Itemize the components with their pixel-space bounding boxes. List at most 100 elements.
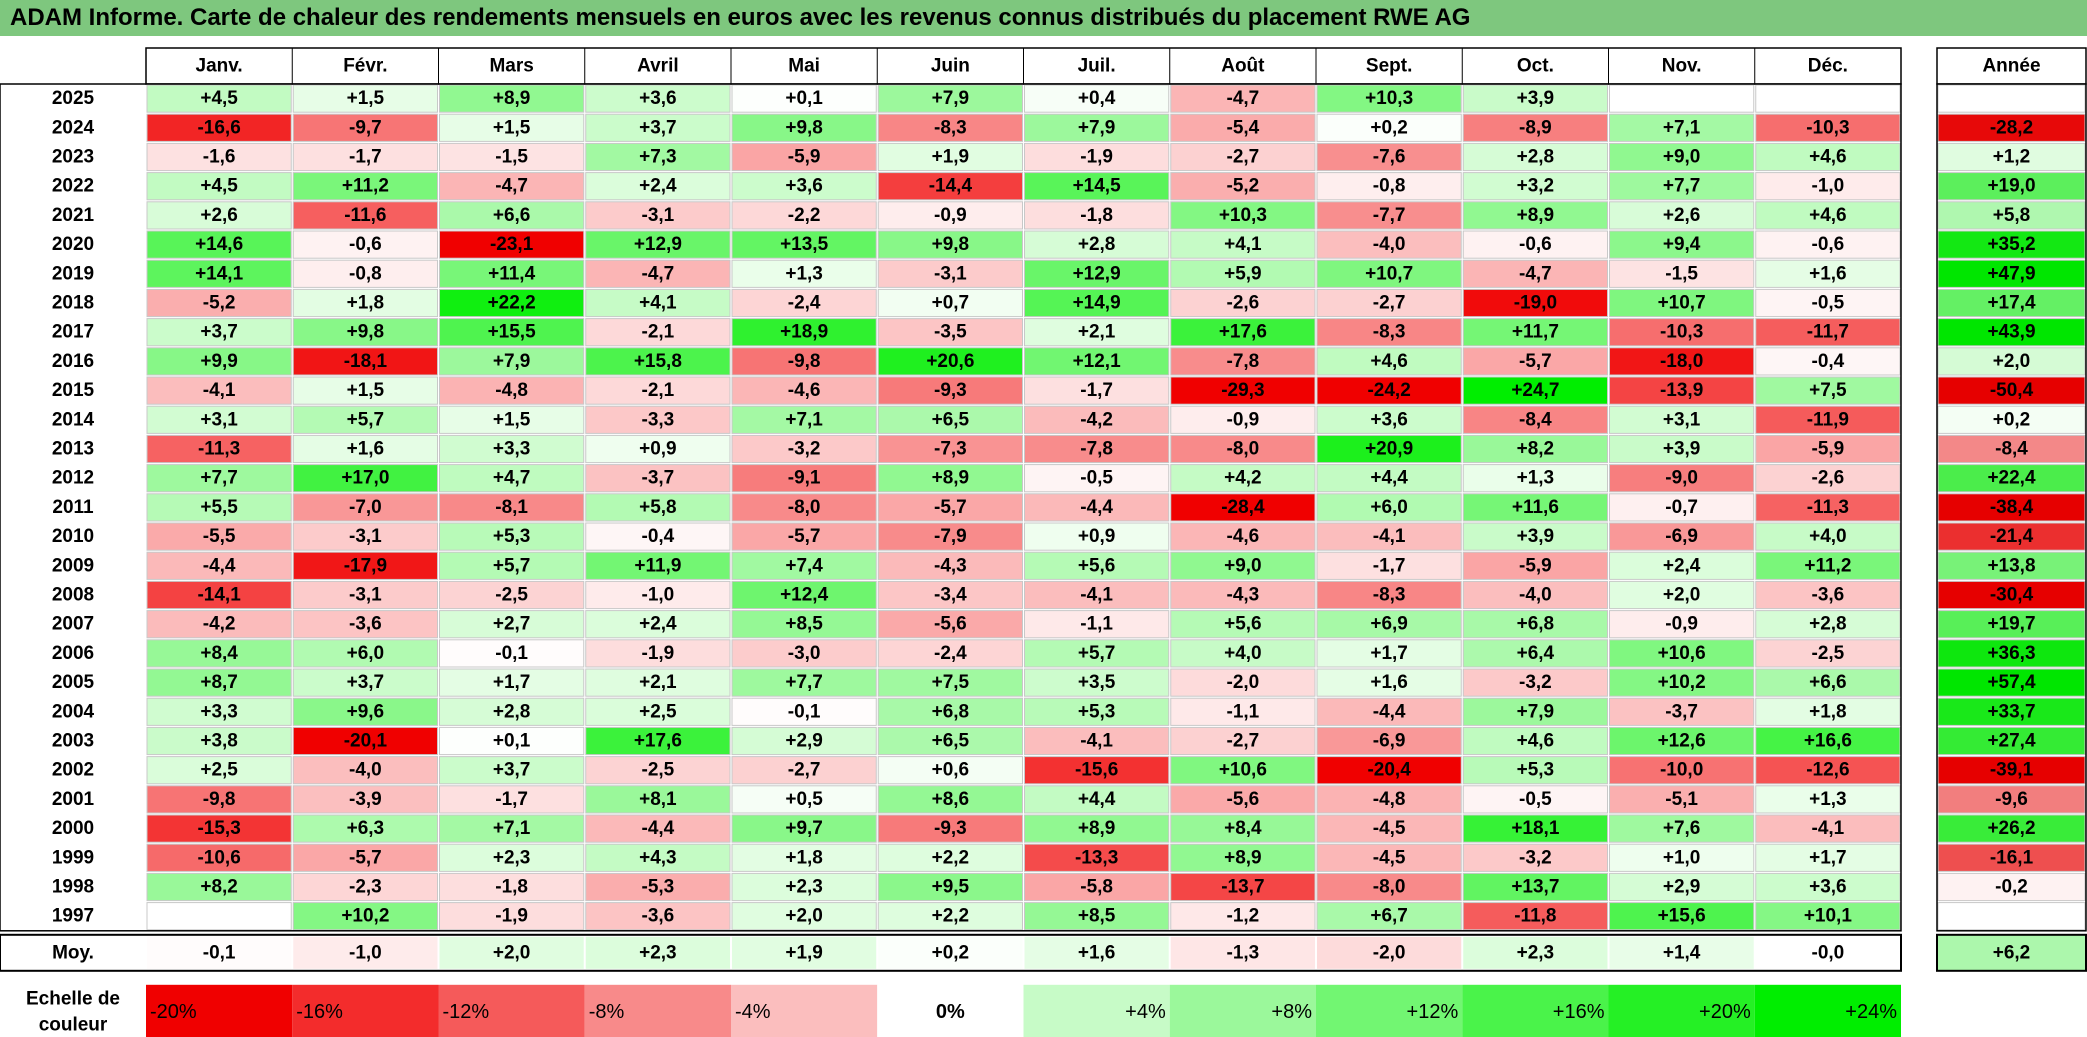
heatmap-cell: [1316, 756, 1462, 785]
cell-value: +1,9: [932, 147, 970, 168]
cell-value: +0,1: [493, 731, 531, 752]
cell-value: +10,6: [1658, 643, 1706, 664]
average-cell: [1609, 936, 1754, 969]
heatmap-cell: [731, 551, 877, 580]
heatmap-cell: [1609, 668, 1755, 697]
cell-value: -5,7: [788, 526, 821, 547]
cell-value: -1,5: [1665, 263, 1698, 284]
annual-cell: [1937, 814, 2086, 843]
cell-value: -0,4: [642, 526, 675, 547]
cell-value: +2,2: [932, 906, 970, 927]
heatmap-cell: [731, 785, 877, 814]
cell-value: +9,4: [1663, 234, 1701, 255]
cell-value: -5,6: [934, 614, 967, 635]
heatmap-cell: [1755, 814, 1901, 843]
cell-value: +4,5: [200, 176, 238, 197]
heatmap-cell: [1316, 230, 1462, 259]
cell-value: -2,6: [1812, 468, 1845, 489]
cell-value: +2,9: [1663, 877, 1701, 898]
heatmap-cell: [146, 639, 292, 668]
cell-value: -0,8: [349, 263, 382, 284]
cell-value: +4,1: [639, 293, 677, 314]
heatmap-cell: [146, 756, 292, 785]
year-label: 2007: [52, 614, 94, 635]
heatmap-cell: [1170, 697, 1316, 726]
scale-text: +24%: [1845, 1001, 1897, 1023]
cell-value: +5,3: [1517, 760, 1555, 781]
heatmap-cell: [877, 113, 1023, 142]
cell-value: -1,0: [642, 585, 675, 606]
heatmap-cell: [1316, 201, 1462, 230]
heatmap-cell: [731, 726, 877, 756]
cell-value: -8,3: [934, 117, 967, 138]
heatmap-cell: [1316, 142, 1462, 172]
heatmap-cell: [1609, 902, 1755, 931]
cell-value: +3,9: [1517, 526, 1555, 547]
month-header: Avril: [637, 56, 679, 77]
heatmap-cell: [1170, 434, 1316, 464]
annual-value: +43,9: [1987, 322, 2035, 343]
average-label: Moy.: [52, 942, 94, 963]
scale-label-line1: Echelle de: [26, 988, 120, 1009]
heatmap-cell: [877, 493, 1023, 522]
heatmap-cell: [1170, 172, 1316, 201]
cell-value: -5,9: [1812, 439, 1845, 460]
annual-cell: [1937, 113, 2086, 142]
heatmap-cell: [731, 580, 877, 610]
heatmap-cell: [1462, 726, 1608, 756]
heatmap-cell: [439, 201, 585, 230]
cell-value: +2,1: [1078, 322, 1116, 343]
average-cell: [1755, 936, 1900, 969]
heatmap-cell: [1170, 113, 1316, 142]
cell-value: -5,9: [788, 147, 821, 168]
heatmap-cell: [1755, 288, 1901, 318]
heatmap-cell: [1170, 259, 1316, 288]
scale-swatch: [292, 984, 439, 1037]
cell-value: +4,0: [1224, 643, 1262, 664]
cell-value: -2,7: [788, 760, 821, 781]
heatmap-cell: [439, 610, 585, 639]
month-header: Mai: [788, 56, 820, 77]
heatmap-cell: [292, 843, 438, 872]
year-label: 2000: [52, 818, 94, 839]
cell-value: -1,6: [203, 147, 236, 168]
heatmap-cell: [292, 464, 438, 493]
heatmap-cell: [292, 434, 438, 464]
scale-swatch: [584, 984, 731, 1037]
cell-value: +1,6: [1370, 672, 1408, 693]
cell-value: +4,1: [1224, 234, 1262, 255]
cell-value: +17,6: [634, 731, 682, 752]
cell-value: +5,6: [1224, 614, 1262, 635]
cell-value: -5,7: [1519, 351, 1552, 372]
cell-value: +2,8: [1809, 614, 1847, 635]
heatmap-cell: [439, 464, 585, 493]
heatmap-cell: [731, 259, 877, 288]
cell-value: +3,6: [1370, 409, 1408, 430]
scale-swatch: [438, 984, 585, 1037]
heatmap-cell: [1462, 288, 1608, 318]
cell-value: -20,4: [1367, 760, 1411, 781]
heatmap-cell: [439, 230, 585, 259]
annual-border: [1936, 83, 2087, 932]
heatmap-cell: [1462, 318, 1608, 347]
heatmap-cell: [585, 493, 731, 522]
heatmap-chart: Janv. Févr. Mars Avril Mai Juin Juil. Août Sept.…: [0, 47, 2087, 1037]
scale-swatch: [731, 984, 878, 1037]
heatmap-cell: [585, 872, 731, 902]
heatmap-cell: [146, 843, 292, 872]
year-label: 2025: [52, 88, 95, 109]
annual-cell: [1937, 872, 2086, 902]
cell-value: -7,8: [1227, 351, 1260, 372]
cell-value: +2,2: [932, 847, 970, 868]
cell-value: +16,6: [1804, 731, 1852, 752]
heatmap-cell: [1024, 230, 1170, 259]
cell-value: -8,0: [1227, 439, 1260, 460]
heatmap-cell: [877, 259, 1023, 288]
heatmap-cell: [292, 610, 438, 639]
scale-swatch: [1316, 984, 1463, 1037]
heatmap-cell: [877, 142, 1023, 172]
average-value: -1,0: [349, 942, 382, 963]
heatmap-cell: [585, 843, 731, 872]
heatmap-cell: [1316, 785, 1462, 814]
heatmap-cell: [1462, 142, 1608, 172]
